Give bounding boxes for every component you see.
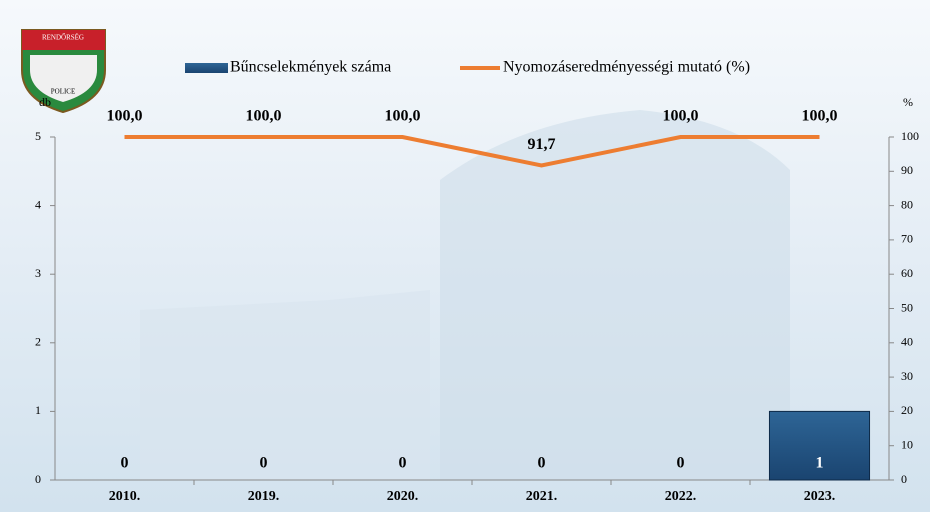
y2-tick-label: 40 (901, 335, 913, 349)
y2-tick-label: 30 (901, 369, 913, 383)
logo-text: POLICE (51, 88, 76, 96)
y-tick-label: 1 (35, 403, 41, 417)
line (124, 135, 820, 168)
data-label: 100,0 (385, 108, 421, 125)
y2-tick-label: 90 (901, 163, 913, 177)
data-label: 0 (399, 455, 407, 472)
y2-tick-label: 20 (901, 403, 913, 417)
y2-tick-label: 10 (901, 437, 913, 451)
building (440, 110, 790, 480)
data-label: 100,0 (802, 108, 838, 125)
y-tick-label: 5 (35, 129, 41, 143)
logo-text: RENDŐRSÉG (42, 34, 84, 42)
y2-tick-label: 80 (901, 197, 913, 211)
y2-tick-label: 100 (901, 129, 919, 143)
y-tick-label: 0 (35, 472, 41, 486)
x-tick-label: 2020. (387, 489, 419, 504)
y-tick-label: 3 (35, 266, 41, 280)
x-tick-label: 2010. (109, 489, 141, 504)
x-tick-label: 2019. (248, 489, 280, 504)
building (140, 290, 430, 480)
x-tick-label: 2021. (526, 489, 558, 504)
data-label: 0 (538, 455, 546, 472)
x-tick-label: 2022. (665, 489, 697, 504)
data-label: 91,7 (528, 136, 556, 153)
bar (768, 410, 871, 481)
legend-label: Bűncselekmények száma (230, 59, 391, 76)
legend-swatch (185, 63, 228, 73)
data-label: 0 (677, 455, 685, 472)
y2-tick-label: 50 (901, 300, 913, 314)
y2-axis-label: % (903, 95, 913, 109)
logo: RENDŐRSÉG POLICE (21, 29, 106, 114)
y2-tick-label: 60 (901, 266, 913, 280)
y-tick-label: 4 (35, 197, 41, 211)
y-axis-label: db (39, 95, 51, 109)
data-label: 1 (816, 455, 824, 472)
data-label: 0 (121, 455, 129, 472)
y-tick-label: 2 (35, 335, 41, 349)
legend-label: Nyomozáseredményességi mutató (%) (503, 59, 750, 76)
y2-tick-label: 0 (901, 472, 907, 486)
data-label: 100,0 (246, 108, 282, 125)
data-label: 100,0 (663, 108, 699, 125)
y2-tick-label: 70 (901, 232, 913, 246)
x-tick-label: 2023. (804, 489, 836, 504)
data-label: 100,0 (107, 108, 143, 125)
data-label: 0 (260, 455, 268, 472)
